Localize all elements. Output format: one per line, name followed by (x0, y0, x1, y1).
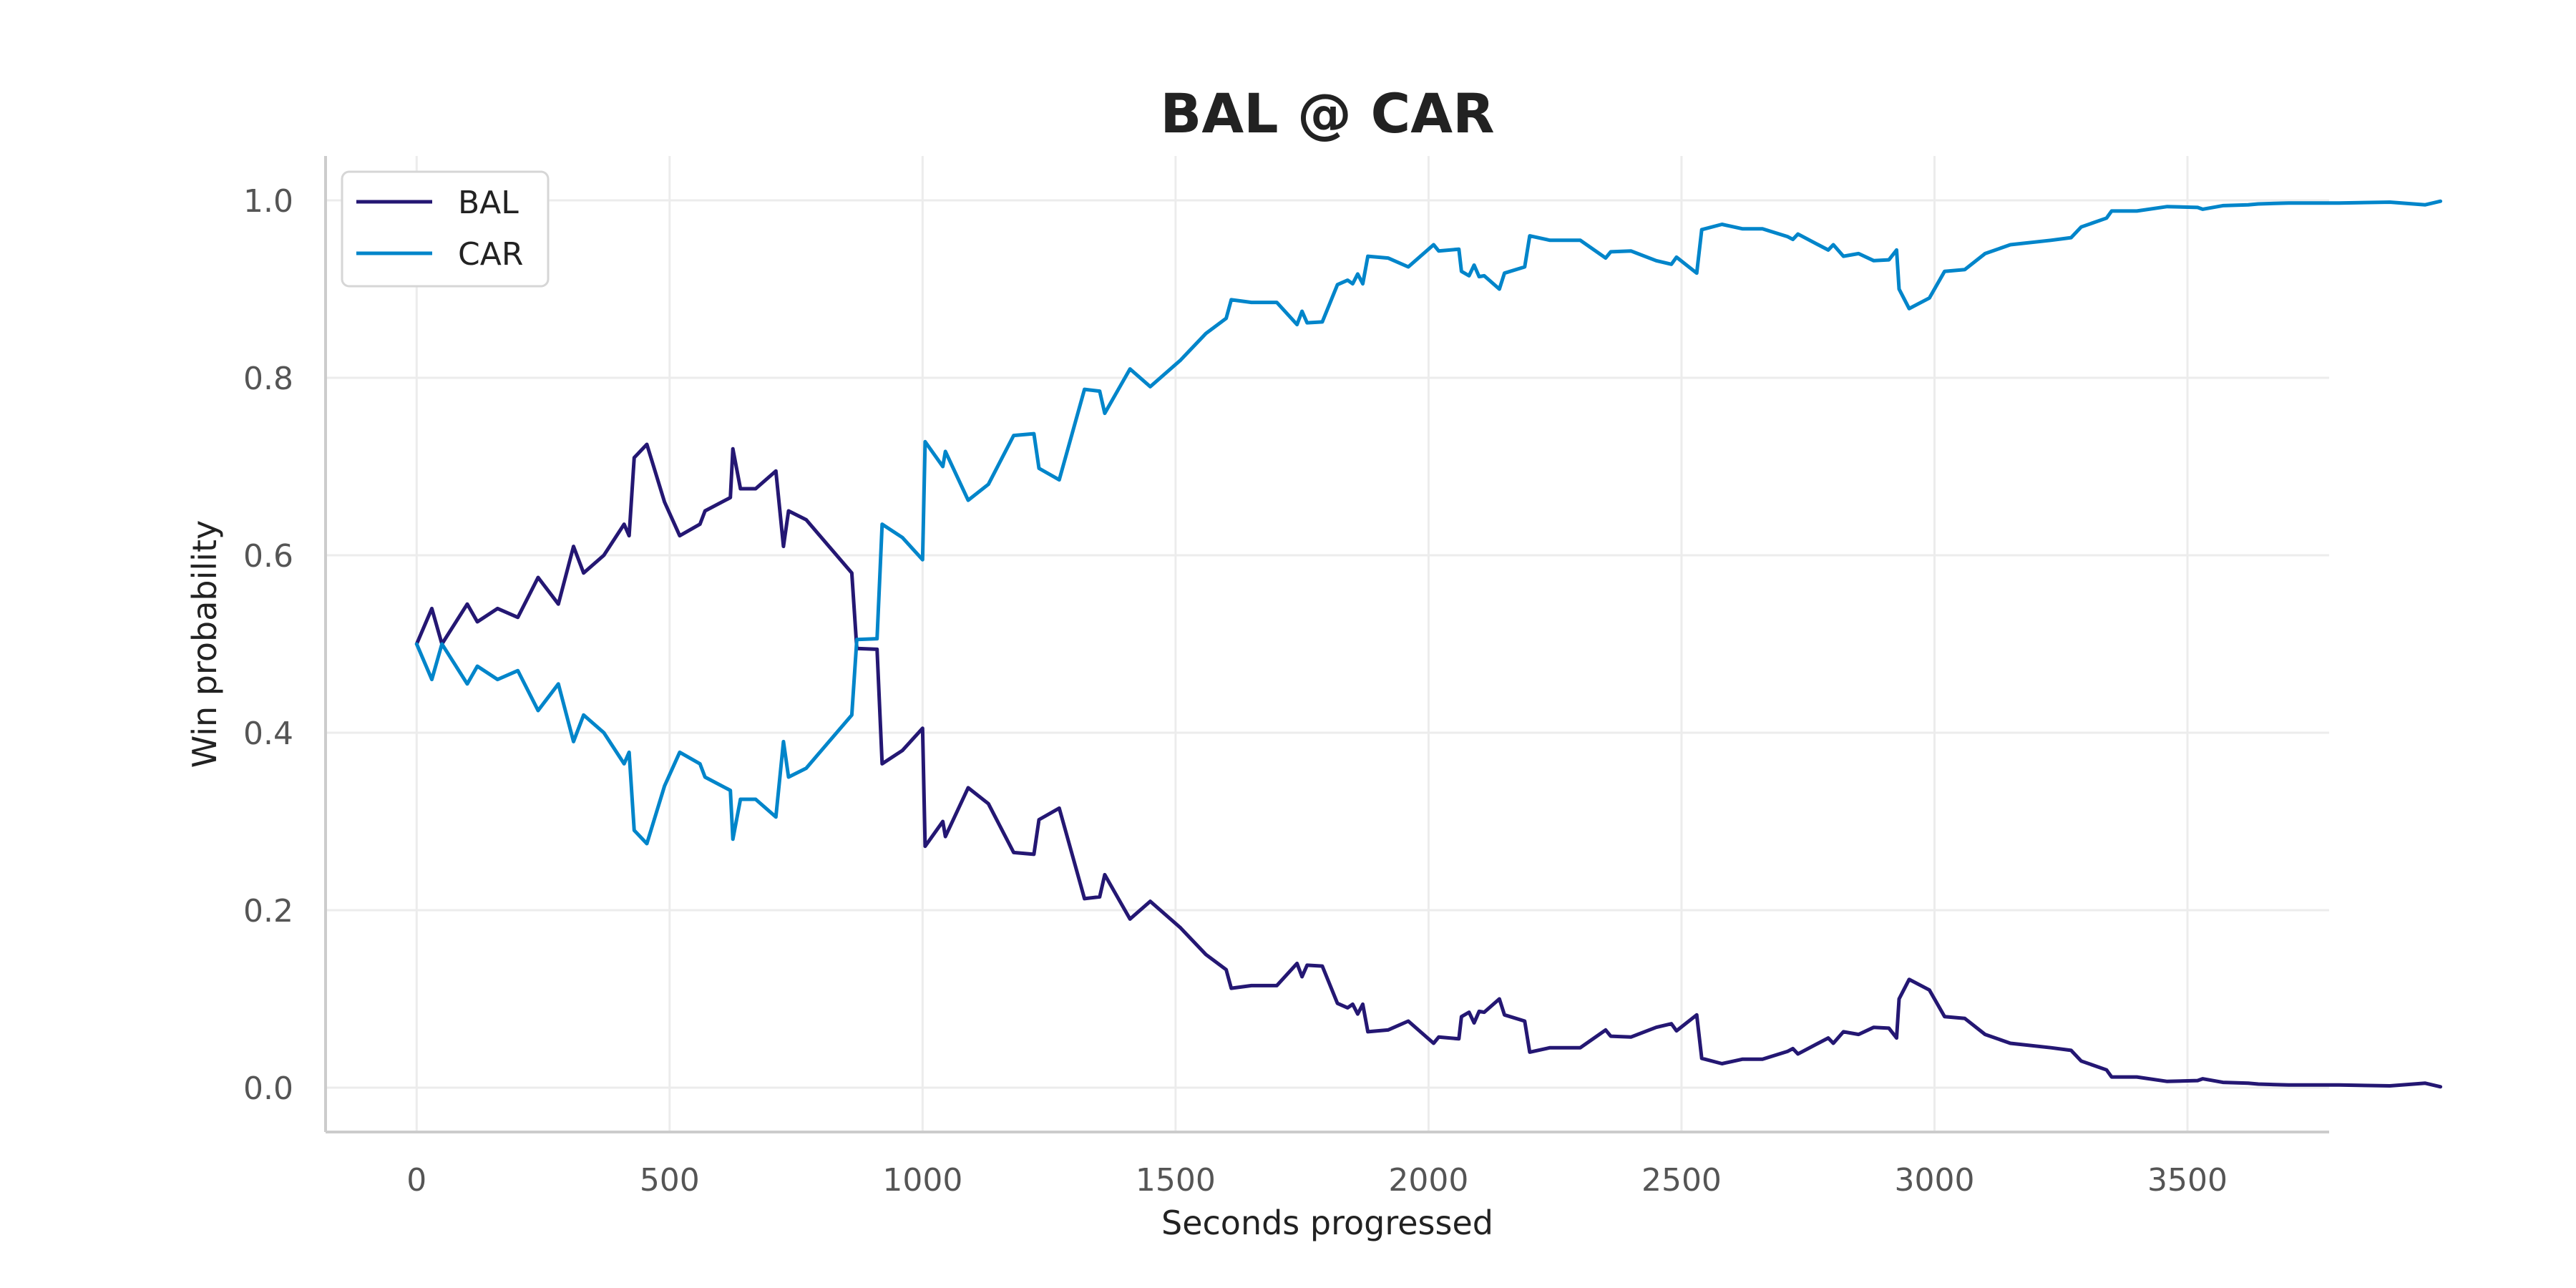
series-line-bal (414, 442, 2443, 1089)
legend-label-bal: BAL (458, 185, 519, 221)
x-tick-label: 2000 (1388, 1162, 1468, 1199)
legend: BAL CAR (341, 170, 550, 288)
chart-title: BAL @ CAR (1160, 82, 1494, 145)
y-tick-label: 0.4 (243, 716, 293, 752)
x-tick-label: 2500 (1641, 1162, 1722, 1199)
x-ticks: 0 500 1000 1500 2000 2500 3000 3500 (406, 1162, 2228, 1199)
y-tick-label: 0.0 (243, 1070, 293, 1107)
series-line-car (414, 199, 2443, 846)
y-tick-label: 0.8 (243, 361, 293, 397)
x-tick-label: 1500 (1136, 1162, 1216, 1199)
x-tick-label: 1000 (882, 1162, 962, 1199)
x-axis-label: Seconds progressed (1161, 1204, 1493, 1242)
y-ticks: 0.0 0.2 0.4 0.6 0.8 1.0 (243, 183, 293, 1107)
y-tick-label: 1.0 (243, 183, 293, 220)
series-lines (414, 199, 2443, 1089)
x-tick-label: 3500 (2147, 1162, 2228, 1199)
grid (326, 156, 2329, 1132)
y-axis-label: Win probability (185, 520, 224, 768)
y-tick-label: 0.2 (243, 893, 293, 930)
y-tick-label: 0.6 (243, 538, 293, 575)
x-tick-label: 500 (640, 1162, 700, 1199)
legend-label-car: CAR (458, 236, 523, 273)
x-tick-label: 0 (406, 1162, 426, 1199)
x-tick-label: 3000 (1894, 1162, 1974, 1199)
